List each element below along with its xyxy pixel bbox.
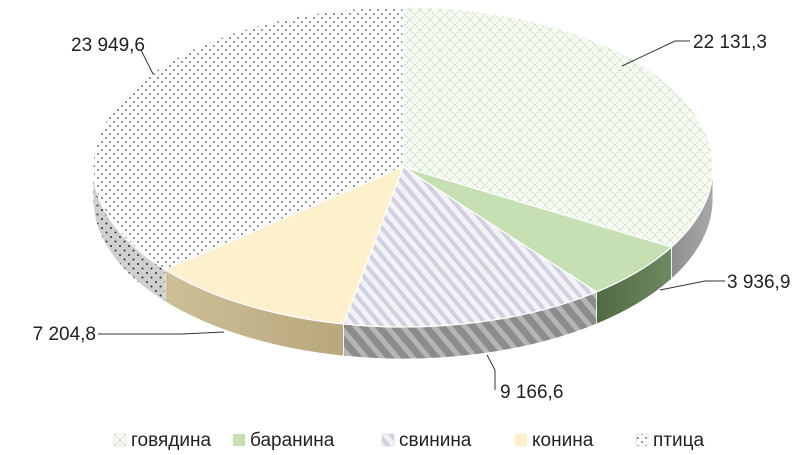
legend-label-horse-meat: конина bbox=[532, 430, 594, 451]
legend-swatch-horse-meat bbox=[515, 434, 527, 446]
legend-label-poultry: птица bbox=[653, 430, 704, 451]
data-label-pork: 9 166,6 bbox=[500, 382, 563, 403]
legend-label-mutton: баранина bbox=[250, 430, 335, 451]
legend-swatch-beef bbox=[113, 433, 127, 447]
data-label-mutton: 3 936,9 bbox=[727, 272, 790, 293]
leader-line-pork bbox=[486, 354, 496, 390]
pie-slice-poultry bbox=[92, 6, 404, 271]
leader-line-horse-meat bbox=[98, 331, 225, 335]
data-label-horse-meat: 7 204,8 bbox=[33, 324, 96, 345]
legend-swatch-pork bbox=[381, 433, 395, 447]
legend-swatch-mutton bbox=[233, 434, 245, 446]
legend-label-beef: говядина bbox=[131, 430, 211, 451]
leader-line-mutton bbox=[659, 280, 725, 291]
data-label-beef: 22 131,3 bbox=[693, 32, 767, 53]
data-label-poultry: 23 949,6 bbox=[71, 35, 145, 56]
leader-line-poultry bbox=[140, 49, 154, 75]
legend-label-pork: свинина bbox=[399, 430, 472, 451]
leader-line-beef bbox=[621, 40, 690, 67]
pie-slice-pork bbox=[342, 166, 598, 328]
legend-swatch-poultry bbox=[635, 433, 649, 447]
pie-slice-horse-meat bbox=[163, 165, 405, 325]
pie-slice-beef bbox=[402, 6, 714, 248]
